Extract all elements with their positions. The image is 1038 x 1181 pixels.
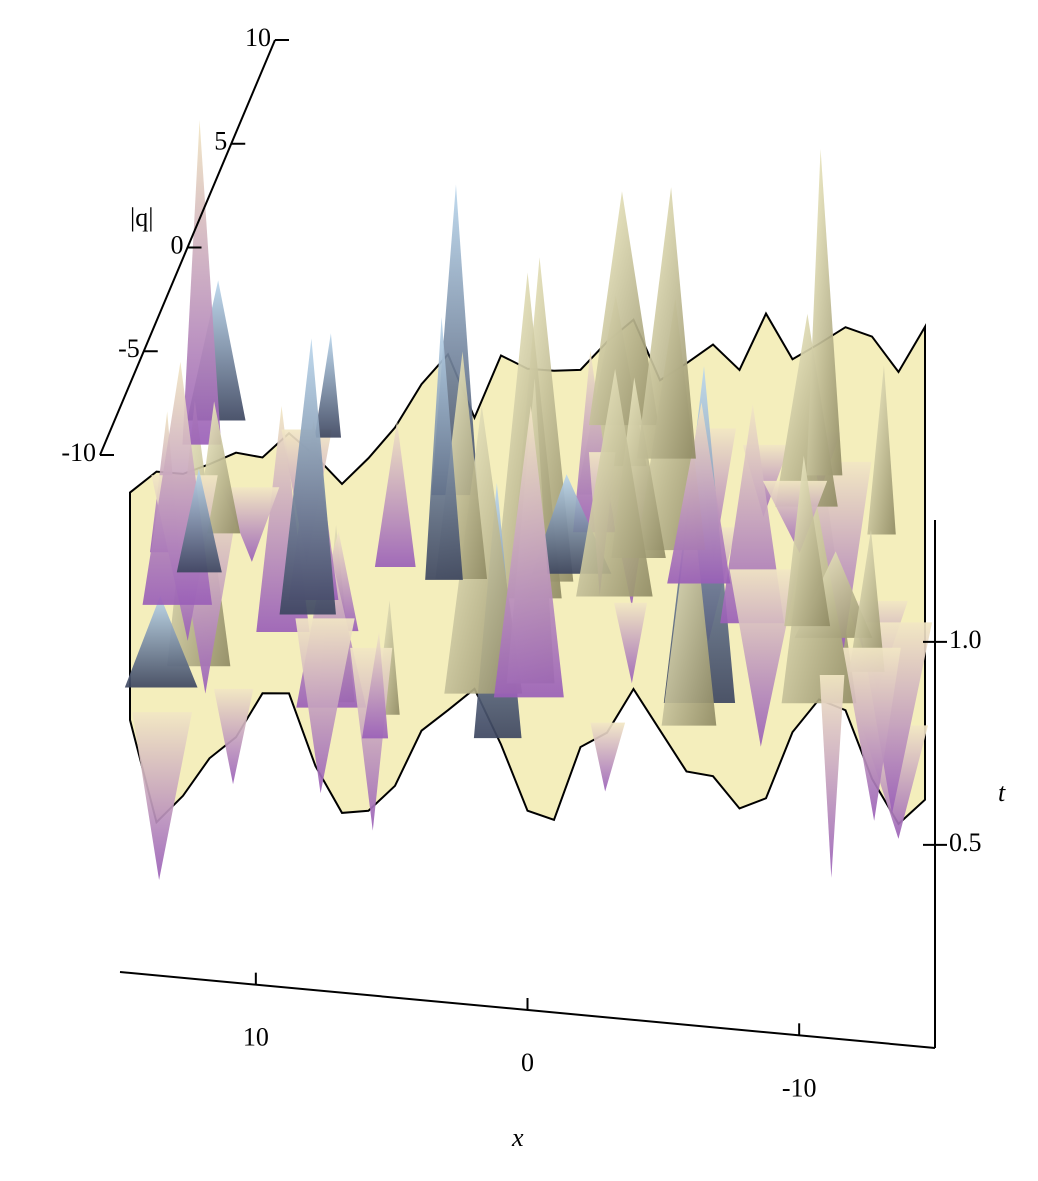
surface-spike [867, 365, 896, 535]
surface-spike [762, 480, 828, 553]
surface-spike [493, 405, 564, 698]
z-axis-label: |q| [130, 203, 153, 232]
surface-spike [295, 618, 355, 794]
surface-spike [361, 631, 389, 739]
surface-spike [221, 487, 280, 562]
surface-spike [182, 120, 222, 445]
surface-spike [588, 191, 659, 426]
surface-spike [729, 569, 799, 747]
surface-spike [213, 688, 254, 785]
surface-spike [849, 529, 885, 672]
surface-spike [667, 402, 731, 584]
z-tick-label: -5 [118, 334, 140, 363]
surface-spike [590, 722, 626, 792]
x-axis-label: x [511, 1123, 524, 1152]
surface-spike [425, 317, 463, 580]
surface-spike [808, 461, 872, 650]
surface-spike [843, 647, 901, 821]
surface-spike [124, 595, 198, 688]
surface-spike [661, 492, 717, 726]
surface [124, 120, 933, 880]
surface-spike [614, 602, 648, 684]
surface-spike [806, 149, 843, 476]
x-tick-label: 0 [521, 1048, 534, 1077]
surface-spike [576, 368, 653, 597]
z-tick-label: 5 [214, 127, 227, 156]
t-tick-label: 1.0 [949, 625, 982, 654]
surface-spike [374, 421, 416, 567]
z-tick-label: 10 [245, 23, 271, 52]
x-tick-label: 10 [243, 1023, 269, 1052]
t-tick-label: 0.5 [949, 828, 982, 857]
surface-spike [132, 712, 193, 880]
surface-spike [720, 403, 785, 624]
surface-spike [636, 187, 696, 459]
z-tick-label: 0 [171, 230, 184, 259]
surface-spike [784, 455, 831, 627]
t-axis-label: t [998, 778, 1006, 807]
x-tick-label: -10 [782, 1073, 817, 1102]
surface-spike [279, 338, 336, 615]
surface-spike [176, 468, 222, 573]
z-tick-label: -10 [61, 438, 96, 467]
surface-spike [819, 674, 845, 878]
surface-spike [314, 333, 342, 438]
